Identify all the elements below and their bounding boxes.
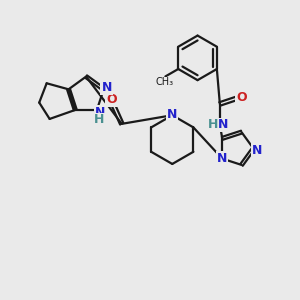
Text: H: H [208, 118, 218, 131]
Text: H: H [94, 113, 104, 126]
Text: CH₃: CH₃ [156, 77, 174, 87]
Text: N: N [167, 108, 178, 121]
Text: N: N [101, 81, 112, 94]
Text: N: N [252, 143, 262, 157]
Text: N: N [218, 118, 229, 131]
Text: O: O [106, 93, 117, 106]
Text: O: O [236, 92, 247, 104]
Text: N: N [217, 152, 227, 165]
Text: N: N [95, 106, 105, 119]
